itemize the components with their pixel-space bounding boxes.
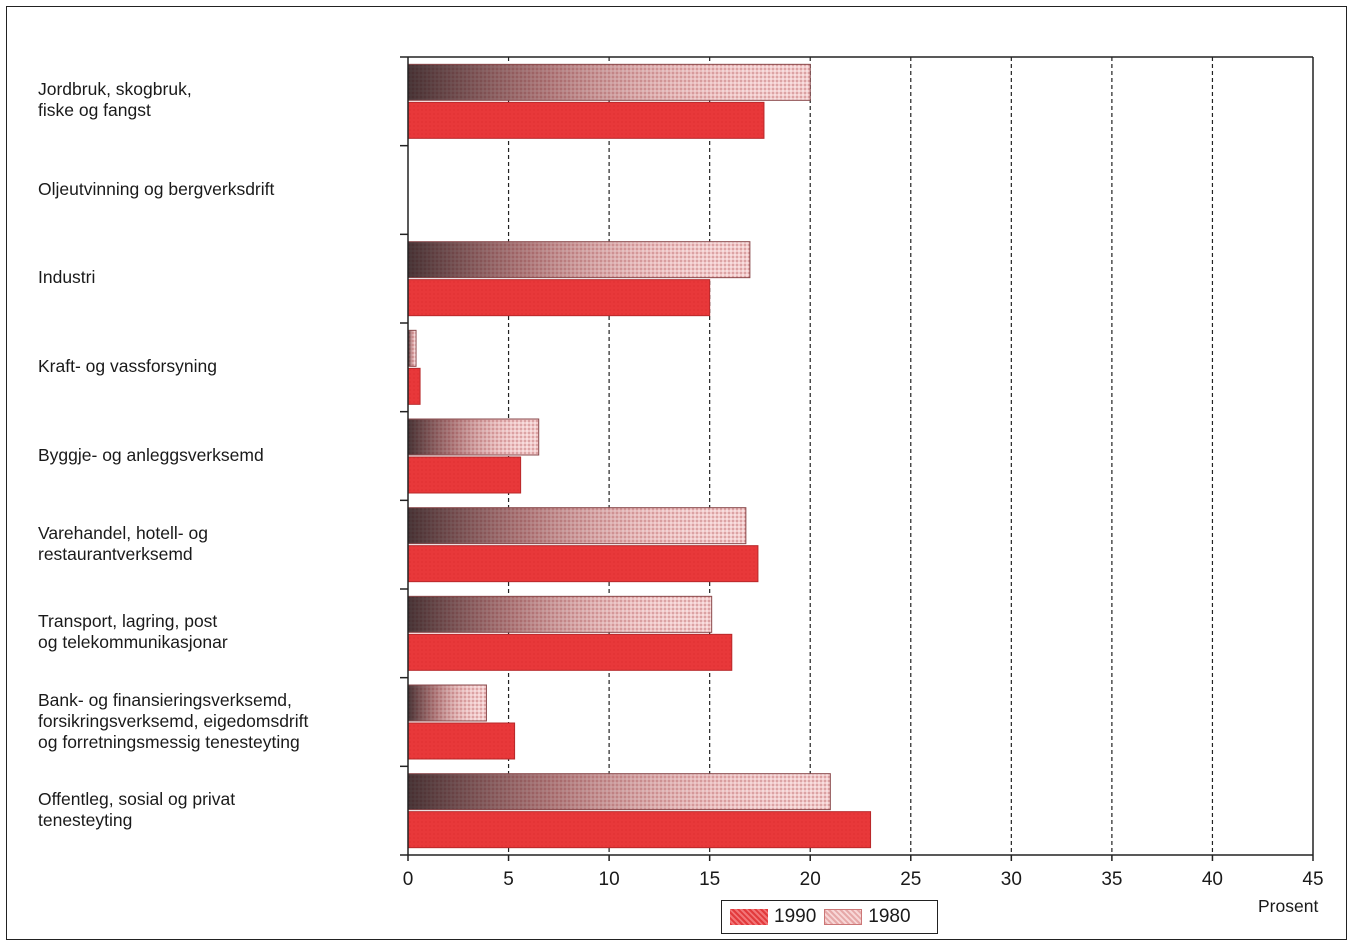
bar-1980-shade	[407, 684, 487, 722]
x-tick-labels: 0 5 10 15 20 25 30 35 40 45	[403, 869, 1324, 890]
bar-1990	[407, 101, 765, 139]
x-tick-label: 35	[1101, 869, 1122, 890]
legend-swatch-1980	[824, 909, 863, 925]
x-tick-label: 25	[900, 869, 921, 890]
category-label: Varehandel, hotell- og restaurantverksem…	[38, 522, 208, 564]
bar-1990	[407, 633, 733, 671]
legend-label-1980: 1980	[868, 906, 911, 927]
chart-frame	[6, 6, 1347, 940]
bars	[407, 63, 872, 849]
x-tick-label: 0	[403, 869, 414, 890]
category-label: Kraft- og vassforsyning	[38, 355, 217, 376]
x-tick-label: 5	[503, 869, 514, 890]
x-tick-label: 40	[1202, 869, 1223, 890]
legend-label-1990: 1990	[774, 906, 817, 927]
bar-1990	[407, 367, 421, 405]
legend-item-1980: 1980	[824, 906, 911, 928]
legend: 1990 1980	[721, 900, 938, 934]
category-label: Jordbruk, skogbruk, fiske og fangst	[38, 79, 192, 121]
bar-1980-shade	[407, 329, 417, 367]
category-label: Industri	[38, 267, 96, 288]
axes	[400, 56, 1314, 861]
category-label: Byggje- og anleggsverksemd	[38, 444, 264, 465]
bar-1990	[407, 545, 759, 583]
category-label: Bank- og finansieringsverksemd, forsikri…	[38, 689, 309, 752]
bar-1980-shade	[407, 418, 540, 456]
x-tick-label: 10	[599, 869, 620, 890]
bar-1990	[407, 279, 711, 317]
bar-1990	[407, 811, 872, 849]
bar-1990	[407, 456, 522, 494]
category-label: Transport, lagring, post og telekommunik…	[38, 611, 228, 653]
x-axis-label: Prosent	[1258, 896, 1319, 916]
category-label: Oljeutvinning og bergverksdrift	[38, 178, 275, 199]
x-tick-label: 45	[1302, 869, 1323, 890]
legend-item-1990: 1990	[730, 906, 816, 928]
grid-lines	[507, 57, 1214, 855]
bar-1980-shade	[407, 507, 747, 545]
category-label: Offentleg, sosial og privat tenesteyting	[38, 788, 236, 830]
x-tick-label: 15	[699, 869, 720, 890]
bar-1980-shade	[407, 773, 831, 811]
x-tick-label: 30	[1001, 869, 1022, 890]
bar-1980-shade	[407, 63, 811, 101]
x-tick-label: 20	[800, 869, 821, 890]
bar-1980-shade	[407, 241, 751, 279]
bar-1980-shade	[407, 595, 713, 633]
bar-1990	[407, 722, 516, 760]
legend-swatch-1990	[730, 909, 768, 925]
